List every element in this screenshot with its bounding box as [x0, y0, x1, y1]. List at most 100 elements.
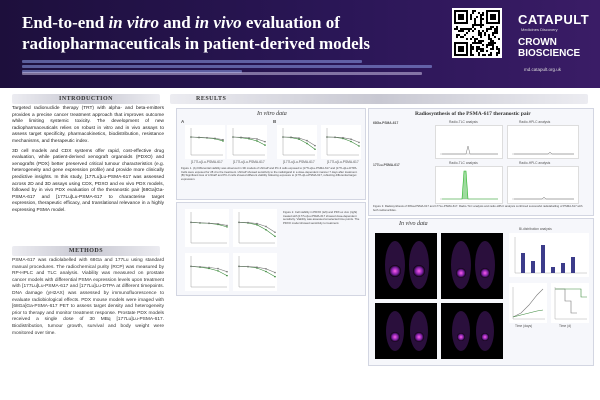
header-banner: End-to-end in vitro and in vivo evaluati…	[0, 0, 600, 88]
in-vitro-caption: Figure 1. (A) Differential viability was…	[181, 166, 358, 181]
biodistribution-label: Bi-distribution analysis	[519, 227, 552, 231]
data-point	[256, 222, 258, 225]
radio-hplc-label-1: Radio-HPLC analysis	[519, 120, 551, 124]
data-point	[342, 136, 344, 139]
data-point	[350, 140, 352, 143]
crown-logo-line-1: CROWN	[518, 37, 557, 48]
data-point	[274, 275, 276, 278]
data-point	[226, 224, 228, 227]
data-point	[350, 138, 352, 140]
data-point	[306, 139, 308, 142]
data-point	[222, 140, 224, 142]
x-axis-label-2: [177Lu]Lu-PSMA-617	[233, 160, 265, 164]
radiosynthesis-title: Radiosynthesis of the PSMA-617 theranost…	[415, 111, 531, 117]
data-point	[240, 136, 242, 139]
data-point	[217, 270, 219, 272]
in-vivo-panel: In vivo data Bi-dis	[368, 218, 594, 366]
title-line-2: radiopharmaceuticals in patient-derived …	[22, 34, 371, 53]
data-point	[256, 224, 258, 226]
viability-chart-4	[321, 125, 361, 159]
data-point	[256, 138, 258, 140]
biodistribution-chart	[509, 233, 589, 277]
line-chart-svg	[282, 128, 316, 156]
methods-paragraph-1: PSMA-617 was radiolabelled with 68Ga and…	[12, 258, 164, 336]
data-point	[190, 221, 192, 224]
data-point	[265, 270, 267, 273]
radio-tlc-plot-2	[435, 166, 503, 204]
website-url[interactable]: md.catapult.org.uk	[524, 67, 562, 72]
data-point	[217, 222, 219, 225]
data-point	[290, 136, 292, 138]
data-point	[326, 136, 328, 138]
data-point	[264, 140, 266, 143]
line-chart-svg	[232, 128, 266, 156]
data-point	[298, 137, 300, 139]
radiosynthesis-panel: Radiosynthesis of the PSMA-617 theranost…	[368, 108, 594, 216]
lu-psma-label: 177Lu-PSMA-617	[373, 163, 400, 167]
data-point	[358, 145, 360, 147]
data-point	[264, 144, 266, 146]
viability-chart-2	[227, 125, 267, 159]
line-chart-svg	[190, 256, 228, 288]
data-point	[226, 274, 228, 277]
methods-heading: METHODS	[12, 246, 160, 256]
introduction-heading: INTRODUCTION	[12, 94, 160, 104]
x-axis-label-4: [177Lu]Lu-PSMA-617	[327, 160, 359, 164]
in-vitro-title: In vitro data	[257, 111, 287, 117]
figure-label-b: B	[273, 119, 277, 124]
affiliations	[22, 72, 442, 77]
radiosynthesis-caption: Figure 3. Radiosynthesis of 68Ga-PSMA-61…	[373, 204, 583, 212]
catapult-logo: CATAPULT	[518, 12, 590, 27]
data-point	[190, 265, 192, 268]
data-point	[282, 136, 284, 138]
data-point	[256, 266, 258, 268]
data-point	[247, 221, 249, 224]
pet-image-1	[375, 233, 437, 299]
pet-image-2	[441, 233, 503, 299]
data-point	[206, 136, 208, 139]
data-point	[208, 266, 210, 269]
line-chart-svg	[238, 256, 276, 288]
data-point	[217, 267, 219, 270]
in-vitro-panel: In vitro data A B [177Lu]Lu-PSMA-617 [17…	[176, 108, 366, 200]
data-point	[248, 137, 250, 139]
viability-chart-3	[277, 125, 317, 159]
data-point	[214, 137, 216, 140]
ga-psma-label: 68Ga-PSMA-617	[373, 121, 399, 125]
data-point	[232, 136, 234, 138]
poster-title: End-to-end in vitro and in vivo evaluati…	[22, 12, 442, 54]
pdxo-chart-1	[185, 209, 229, 247]
radio-tlc-label-1: Radio-TLC analysis	[449, 120, 478, 124]
data-point	[199, 221, 201, 224]
results-heading: RESULTS	[170, 94, 588, 104]
introduction-paragraph-1: Targeted radionuclide therapy (TRT) with…	[12, 106, 164, 144]
tumour-growth-chart	[509, 283, 547, 323]
data-point	[334, 136, 336, 138]
data-point	[208, 222, 210, 224]
data-point	[199, 265, 201, 268]
viability-chart-1	[185, 125, 225, 159]
data-point	[274, 235, 276, 238]
pet-image-3	[375, 303, 437, 359]
data-point	[314, 148, 316, 151]
line-chart-svg	[190, 212, 228, 244]
introduction-paragraph-2: 3D cell models and CDX systems offer rap…	[12, 148, 164, 213]
title-part: End-to-end	[22, 13, 109, 32]
x-axis-label-1: [177Lu]Lu-PSMA-617	[191, 160, 223, 164]
title-part: in vivo	[194, 13, 242, 32]
data-point	[256, 140, 258, 142]
qr-code[interactable]	[452, 8, 502, 58]
line-chart-svg	[190, 128, 224, 156]
catapult-logo-subtitle: Medicines Discovery	[521, 27, 558, 32]
line-chart-svg	[238, 212, 276, 244]
data-point	[226, 270, 228, 273]
crown-logo-line-2: BIOSCIENCE	[518, 48, 581, 59]
radio-hplc-plot-1	[507, 125, 579, 159]
data-point	[314, 144, 316, 147]
figure-label-a: A	[181, 119, 185, 124]
data-point	[238, 265, 240, 268]
radio-hplc-label-2: Radio-HPLC analysis	[519, 161, 551, 165]
data-point	[190, 136, 192, 138]
radio-hplc-plot-2	[507, 166, 579, 204]
